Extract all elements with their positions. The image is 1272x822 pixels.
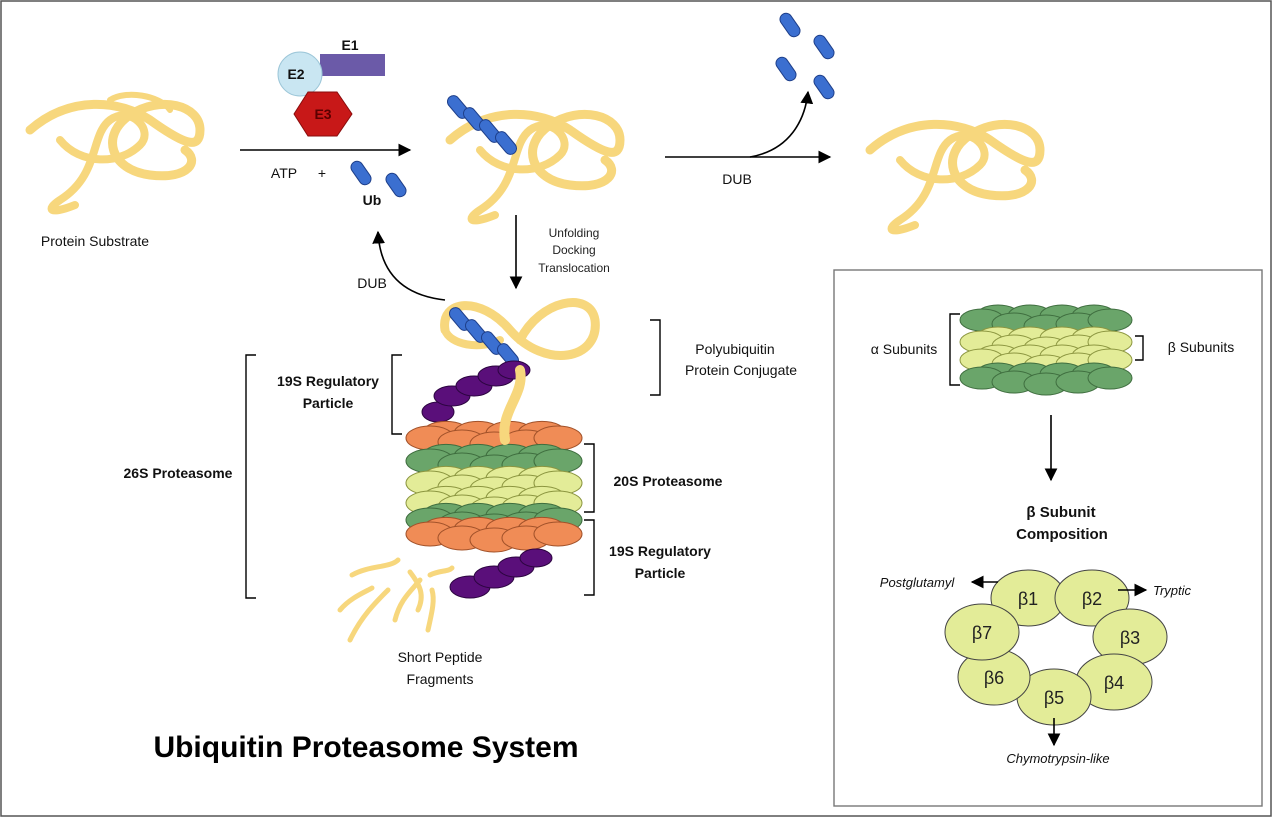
top-19s-label-2: Particle <box>303 395 354 411</box>
beta3-label: β3 <box>1120 628 1140 648</box>
composition-label-1: β Subunit <box>1026 504 1095 521</box>
proteasome-26s-label: 26S Proteasome <box>124 465 233 481</box>
ubiquitinated-substrate-ribbon <box>445 109 625 225</box>
polyubiquitin-bracket <box>650 319 661 396</box>
chymotrypsin-label: Chymotrypsin-like <box>1006 751 1109 766</box>
released-ubiquitin-icon <box>813 74 835 100</box>
beta-subunits-bracket <box>1135 335 1144 361</box>
dub-right-label: DUB <box>722 171 752 187</box>
top-19s-label-1: 19S Regulatory <box>277 373 379 389</box>
e1-enzyme <box>320 54 385 76</box>
bottom-19s-label-2: Particle <box>635 565 686 581</box>
beta-subunit-ring: β1 β2 β3 β4 β5 β6 β7 <box>944 569 1168 726</box>
atp-label: ATP <box>271 165 297 181</box>
released-protein-ribbon <box>865 119 1045 235</box>
polyubiquitin-label-2: Protein Conjugate <box>685 362 797 378</box>
e2-enzyme <box>277 51 323 97</box>
e2-label: E2 <box>287 66 304 82</box>
alpha-subunits-label: α Subunits <box>871 341 937 357</box>
docking-label: Docking <box>552 243 595 257</box>
proteasome-20s-label: 20S Proteasome <box>614 473 723 489</box>
dub-recycle-arrow <box>372 230 446 301</box>
orange-ring-subunit <box>533 521 583 547</box>
ubiquitin-release-arrow <box>749 90 814 158</box>
ub-label: Ub <box>363 192 382 208</box>
plus-label: + <box>318 165 326 181</box>
e1-label: E1 <box>341 37 358 53</box>
released-ubiquitin-icon <box>775 56 797 82</box>
dub-left-label: DUB <box>357 275 387 291</box>
polyubiquitin-label-1: Polyubiquitin <box>695 341 774 357</box>
inset-alpha-subunit <box>1087 366 1133 390</box>
ubiquitin-icon <box>350 160 372 186</box>
beta5-label: β5 <box>1044 688 1064 708</box>
alpha-subunits-bracket <box>949 313 960 386</box>
beta2-label: β2 <box>1082 589 1102 609</box>
proteasome-26s-bracket <box>245 354 256 599</box>
short-peptide-label-1: Short Peptide <box>398 649 483 665</box>
released-ubiquitin-icon <box>813 34 835 60</box>
beta7-label: β7 <box>972 623 992 643</box>
bottom-19s-cap <box>449 548 553 599</box>
threading-substrate <box>499 365 526 445</box>
bottom-19s-bracket <box>584 519 595 596</box>
bottom-19s-label-1: 19S Regulatory <box>609 543 711 559</box>
polyubiquitin-chain-icon <box>495 131 517 155</box>
composition-label-2: Composition <box>1016 526 1108 543</box>
proteasome-core <box>405 420 583 553</box>
translocation-label: Translocation <box>538 261 610 275</box>
beta-subunits-label: β Subunits <box>1168 339 1234 355</box>
beta2-subunit <box>1054 569 1130 627</box>
e3-enzyme <box>293 91 353 137</box>
proteasome-20s-bracket <box>584 443 595 513</box>
inset-20s-core <box>959 304 1133 396</box>
beta4-label: β4 <box>1104 673 1124 693</box>
diagram-title: Ubiquitin Proteasome System <box>153 731 578 764</box>
top-19s-bracket <box>391 354 402 435</box>
beta1-label: β1 <box>1018 589 1038 609</box>
beta7-subunit <box>944 603 1020 661</box>
peptide-fragments <box>337 557 455 643</box>
protein-substrate-label: Protein Substrate <box>41 233 149 249</box>
short-peptide-label-2: Fragments <box>407 671 474 687</box>
postglutamyl-label: Postglutamyl <box>880 575 956 590</box>
protein-substrate-ribbon <box>25 91 205 215</box>
tryptic-label: Tryptic <box>1153 583 1192 598</box>
released-ubiquitin-icon <box>779 12 801 38</box>
ubiquitin-icon <box>385 172 407 198</box>
e3-label: E3 <box>314 106 331 122</box>
unfolding-label: Unfolding <box>549 226 600 240</box>
beta6-label: β6 <box>984 668 1004 688</box>
